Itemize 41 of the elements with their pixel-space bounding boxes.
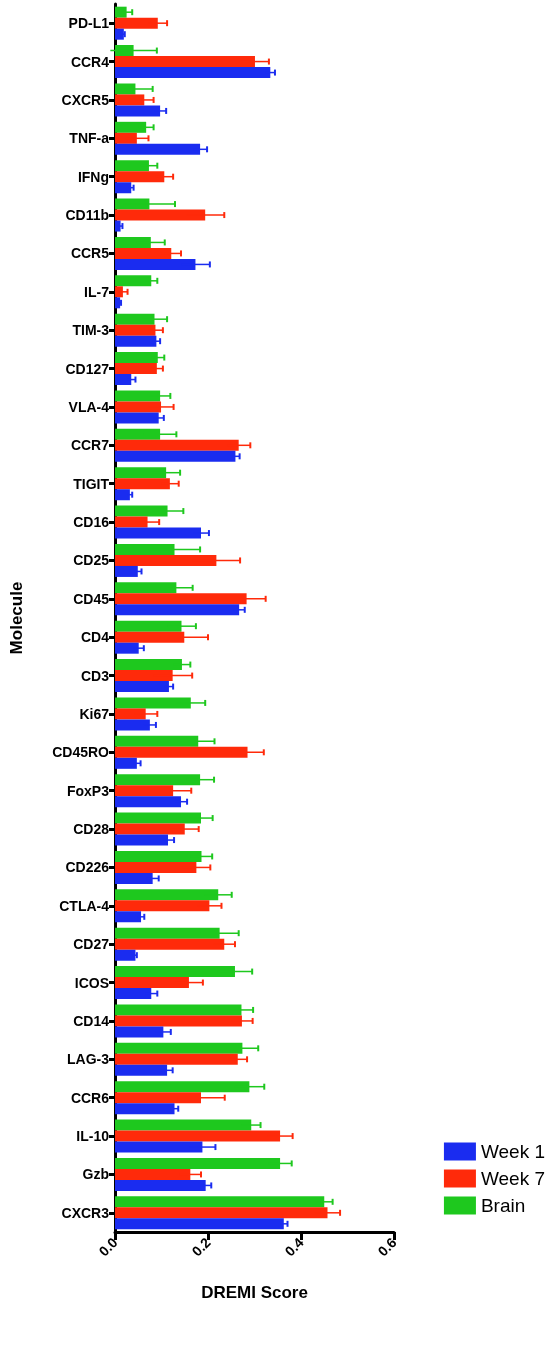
y-tick-label: CCR7 [70,437,110,454]
legend-label: Brain [480,1195,526,1216]
y-tick-label: Gzb [82,1166,109,1183]
legend-label: Week 1 [480,1141,546,1162]
y-tick-label: IFNg [77,168,109,185]
y-axis-title: Molecule [7,581,26,655]
y-tick-label: CD127 [65,360,110,377]
y-tick-label: ICOS [74,974,109,991]
y-tick-label: IL-10 [76,1128,110,1145]
y-tick-label: TIM-3 [72,322,110,339]
y-tick-label: CD45 [73,590,110,607]
y-tick-label: LAG-3 [67,1051,110,1068]
x-axis-title: DREMI Score [201,1283,308,1302]
y-tick-label: CD45RO [52,744,110,761]
y-tick-label: CD14 [73,1012,110,1029]
legend-label: Week 7 [480,1168,546,1189]
y-tick-label: PD-L1 [68,15,110,32]
y-tick-label: VLA-4 [68,398,110,415]
y-tick-label: IL-7 [84,283,110,300]
y-tick-label: CD226 [65,859,110,876]
y-tick-label: CD4 [80,629,110,646]
y-tick-label: CCR6 [70,1089,110,1106]
x-tick-label: 0.4 [281,1234,307,1260]
y-tick-label: Ki67 [79,705,110,722]
x-tick-label: 0.6 [374,1234,400,1260]
y-tick-label: CD28 [73,821,110,838]
y-tick-label: CD25 [73,552,110,569]
y-tick-label: CD16 [73,514,110,531]
y-tick-label: CXCR5 [61,91,110,108]
y-tick-label: CTLA-4 [59,897,110,914]
x-tick-label: 0.2 [188,1234,214,1260]
y-tick-label: CCR4 [70,53,110,70]
y-tick-label: FoxP3 [66,782,110,799]
y-tick-label: TIGIT [73,475,110,492]
y-tick-label: CD3 [80,667,110,684]
y-tick-label: CXCR3 [61,1204,110,1221]
y-tick-label: CD27 [73,936,110,953]
y-tick-label: CD11b [65,207,109,224]
y-tick-label: TNF-a [69,130,110,147]
x-tick-label: 0.0 [95,1234,121,1260]
y-tick-label: CCR5 [70,245,110,262]
